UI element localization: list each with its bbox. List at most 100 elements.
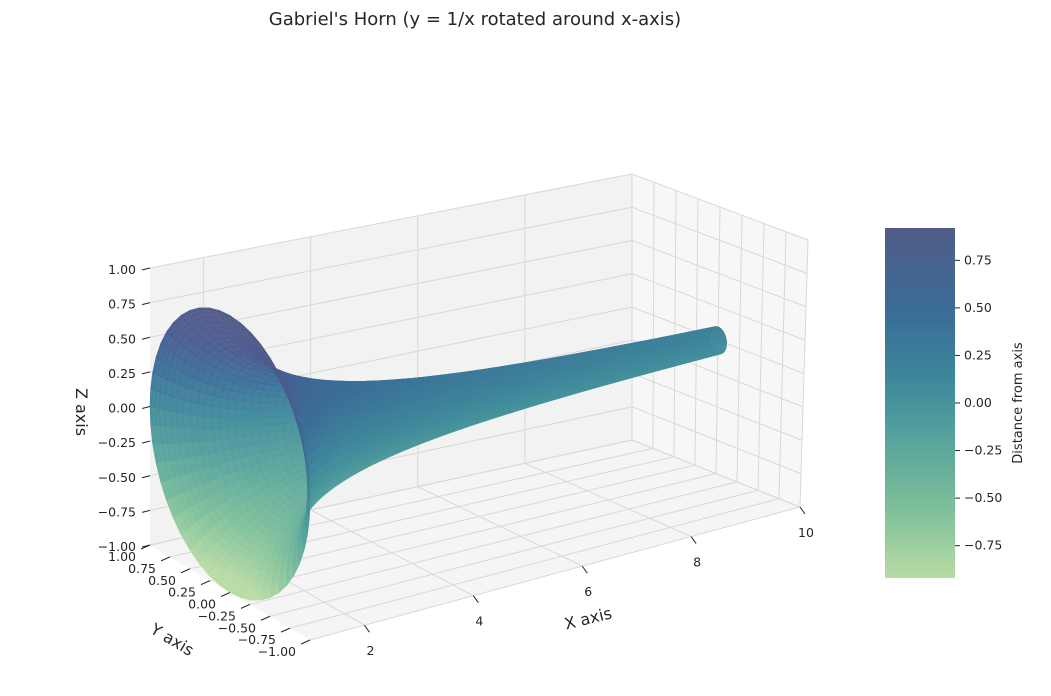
surface-patch xyxy=(183,399,192,416)
surface-patch xyxy=(159,408,166,428)
z-tick-label: 1.00 xyxy=(108,262,136,277)
surface-patch xyxy=(713,343,727,349)
colorbar-label: Distance from axis xyxy=(1011,342,1026,464)
surface-patch xyxy=(176,412,185,429)
surface-patch xyxy=(251,588,263,595)
y-tick-label: 0.50 xyxy=(148,573,176,588)
y-tick-label: −0.25 xyxy=(198,608,236,623)
colorbar-tick-label: 0.00 xyxy=(964,395,992,410)
x-tick xyxy=(581,565,588,574)
z-tick xyxy=(141,440,151,444)
grid-line xyxy=(799,239,809,508)
colorbar xyxy=(885,228,955,578)
surface-patch xyxy=(159,392,166,411)
y-tick xyxy=(160,556,171,562)
surface-patch xyxy=(204,416,213,430)
surface-patch xyxy=(227,427,237,440)
surface-patch xyxy=(176,397,185,415)
surface-patch xyxy=(273,409,284,418)
x-tick-label: 2 xyxy=(366,643,374,658)
surface-patch xyxy=(308,500,311,520)
y-tick xyxy=(240,603,251,609)
surface-patch xyxy=(282,409,292,418)
colorbar-tick-label: 0.50 xyxy=(964,300,992,315)
z-tick-label: −0.25 xyxy=(98,435,136,450)
z-axis-label: Z axis xyxy=(72,388,91,436)
surface-patch xyxy=(266,402,276,411)
y-tick xyxy=(280,627,291,633)
grid-line xyxy=(149,206,633,304)
grid-line xyxy=(249,481,738,605)
surface-patch xyxy=(250,597,262,601)
chart-title: Gabriel's Horn (y = 1/x rotated around x… xyxy=(269,9,681,30)
surface-patch xyxy=(273,416,284,426)
z-tick xyxy=(141,509,151,513)
z-tick-label: −1.00 xyxy=(98,539,136,554)
z-tick xyxy=(141,406,151,409)
colorbar-tick-label: −0.75 xyxy=(964,538,1002,553)
surface-patch xyxy=(164,409,172,428)
y-tick xyxy=(260,615,271,621)
surface-patch xyxy=(204,404,213,418)
grid-line xyxy=(269,489,759,617)
z-tick xyxy=(141,475,151,479)
surface-patch xyxy=(250,401,260,411)
grid-line xyxy=(229,473,717,593)
y-axis-label: Y axis xyxy=(146,619,197,660)
surface-patch xyxy=(226,417,236,429)
surface-patch xyxy=(258,425,268,436)
z-tick xyxy=(141,302,151,306)
z-tick xyxy=(141,336,151,340)
y-tick-label: 0.75 xyxy=(128,561,156,576)
x-tick xyxy=(364,624,370,633)
surface-patch xyxy=(226,407,236,419)
x-tick xyxy=(690,536,697,544)
surface-patch xyxy=(170,411,178,429)
grid-line xyxy=(673,190,677,457)
surface-patch xyxy=(227,398,237,410)
x-tick-label: 6 xyxy=(584,584,592,599)
y-tick xyxy=(180,568,191,574)
z-tick-label: 0.75 xyxy=(108,297,136,312)
surface-patch xyxy=(234,417,244,429)
z-tick-label: 0.00 xyxy=(108,401,136,416)
grid-line xyxy=(309,506,801,641)
colorbar-ticks: 0.75 0.50 0.25 0.00 −0.25 −0.50 −0.75 xyxy=(955,252,1002,553)
y-tick-label: 0.25 xyxy=(168,585,196,600)
colorbar-tick-label: 0.75 xyxy=(964,252,992,267)
y-tick-label: −1.00 xyxy=(258,644,296,659)
grid-line xyxy=(778,231,787,499)
surface-patch xyxy=(282,415,292,425)
grid-line xyxy=(289,498,780,629)
surface-patch xyxy=(211,416,221,430)
surface-patch xyxy=(211,405,221,419)
x-tick-label: 10 xyxy=(798,525,814,540)
z-tick xyxy=(141,267,151,271)
surface-patch xyxy=(258,402,268,411)
surface-patch xyxy=(170,395,178,414)
x-axis-label: X axis xyxy=(562,603,613,633)
surface-patch xyxy=(234,408,244,419)
grid-line xyxy=(652,182,655,449)
y-tick-label: −0.75 xyxy=(238,632,276,647)
z-tick-label: −0.50 xyxy=(98,470,136,485)
y-tick xyxy=(140,544,151,550)
surface-patch xyxy=(219,417,228,430)
horn-surface xyxy=(149,307,727,601)
surface-patch xyxy=(252,582,265,590)
surface-patch xyxy=(242,417,251,429)
surface-patch xyxy=(234,427,245,439)
colorbar-tick-label: 0.25 xyxy=(964,347,992,362)
grid-line xyxy=(736,215,743,482)
y-tick xyxy=(220,592,231,597)
surface-patch xyxy=(242,409,251,419)
surface-patch xyxy=(219,428,229,441)
z-tick-label: −0.75 xyxy=(98,504,136,519)
surface-patch xyxy=(249,409,259,419)
x-tick-label: 4 xyxy=(475,614,483,629)
colorbar-tick-label: −0.25 xyxy=(964,443,1002,458)
surface-patch xyxy=(183,413,192,429)
z-tick-label: 0.25 xyxy=(108,366,136,381)
surface-patch xyxy=(257,409,267,419)
y-tick-label: 1.00 xyxy=(108,549,136,564)
